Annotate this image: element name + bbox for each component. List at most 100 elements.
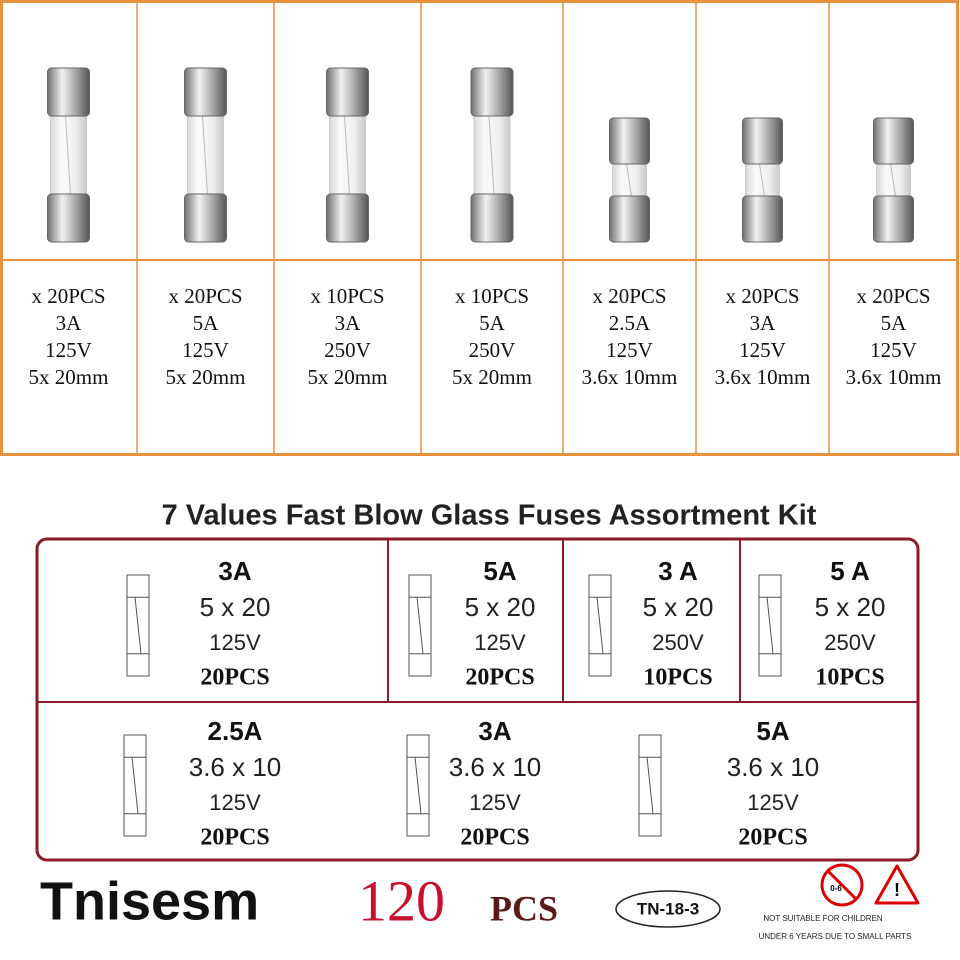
cell-size: 5 x 20 bbox=[465, 592, 536, 622]
warning-text: UNDER 6 YEARS DUE TO SMALL PARTS bbox=[759, 932, 912, 941]
item-size: 3.6x 10mm bbox=[715, 365, 811, 389]
warning-mark: ! bbox=[894, 880, 900, 900]
fuse-wire bbox=[626, 163, 632, 197]
item-voltage: 125V bbox=[606, 338, 653, 362]
age-icon-slash bbox=[826, 869, 858, 901]
warning-text: NOT SUITABLE FOR CHILDREN bbox=[763, 914, 883, 923]
fuse-wire bbox=[65, 115, 71, 195]
fuse-icon bbox=[588, 574, 612, 677]
age-label: 0-6 bbox=[830, 884, 842, 893]
cell-voltage: 125V bbox=[474, 630, 526, 655]
brand: Tnisesm bbox=[40, 871, 259, 931]
fuse-cap bbox=[873, 195, 914, 243]
fuse-icon bbox=[758, 574, 782, 677]
model: TN-18-3 bbox=[637, 899, 699, 918]
fuse-wire bbox=[488, 115, 495, 195]
cell-size: 3.6 x 10 bbox=[189, 752, 282, 782]
item-size: 3.6x 10mm bbox=[582, 365, 678, 389]
item-current: 5A bbox=[479, 311, 506, 335]
fuse-cap bbox=[470, 193, 514, 243]
item-quantity: x 20PCS bbox=[168, 284, 242, 308]
fuse-icon-wire bbox=[416, 597, 424, 654]
item-size: 3.6x 10mm bbox=[846, 365, 942, 389]
cell-voltage: 125V bbox=[747, 790, 799, 815]
fuse-wire bbox=[890, 163, 896, 197]
item-voltage: 125V bbox=[182, 338, 229, 362]
fuse-cap bbox=[609, 195, 650, 243]
fuse-cap bbox=[609, 117, 650, 165]
fuse-wire bbox=[344, 115, 350, 195]
fuse-cap bbox=[873, 117, 914, 165]
item-voltage: 125V bbox=[45, 338, 92, 362]
cell-current: 5A bbox=[756, 716, 789, 746]
cell-current: 2.5A bbox=[208, 716, 263, 746]
item-quantity: x 20PCS bbox=[725, 284, 799, 308]
item-size: 5x 20mm bbox=[308, 365, 388, 389]
cell-voltage: 125V bbox=[469, 790, 521, 815]
fuse-icon-wire bbox=[131, 757, 139, 814]
item-quantity: x 20PCS bbox=[856, 284, 930, 308]
fuse-cap bbox=[184, 193, 227, 243]
cell-current: 5A bbox=[483, 556, 516, 586]
cell-current: 5 A bbox=[830, 556, 870, 586]
item-current: 3A bbox=[56, 311, 83, 335]
item-voltage: 250V bbox=[324, 338, 371, 362]
cell-current: 3A bbox=[218, 556, 251, 586]
title: 7 Values Fast Blow Glass Fuses Assortmen… bbox=[162, 500, 817, 532]
fuse-cap bbox=[326, 67, 369, 117]
fuse-cap bbox=[184, 67, 227, 117]
item-size: 5x 20mm bbox=[452, 365, 532, 389]
cell-voltage: 125V bbox=[209, 790, 261, 815]
kit-table-border bbox=[35, 537, 920, 862]
fuse-icon bbox=[123, 734, 147, 837]
fuse-icon bbox=[126, 574, 150, 677]
warning-icon bbox=[874, 864, 920, 905]
cell-size: 3.6 x 10 bbox=[727, 752, 820, 782]
item-quantity: x 20PCS bbox=[592, 284, 666, 308]
fuse-cap bbox=[742, 117, 783, 165]
piece-count: 120 bbox=[358, 868, 445, 933]
fuse-icon bbox=[408, 574, 432, 677]
fuse-cap bbox=[742, 195, 783, 243]
cell-quantity: 10PCS bbox=[643, 665, 712, 691]
cell-quantity: 20PCS bbox=[460, 825, 529, 851]
cell-size: 5 x 20 bbox=[643, 592, 714, 622]
item-current: 5A bbox=[881, 311, 908, 335]
item-voltage: 250V bbox=[469, 338, 516, 362]
fuse-icon-wire bbox=[646, 757, 654, 814]
piece-unit: PCS bbox=[490, 888, 558, 928]
cell-quantity: 10PCS bbox=[815, 665, 884, 691]
cell-voltage: 250V bbox=[824, 630, 876, 655]
fuse-icon-wire bbox=[596, 597, 604, 654]
cell-quantity: 20PCS bbox=[200, 665, 269, 691]
fuse-icon bbox=[638, 734, 662, 837]
cell-quantity: 20PCS bbox=[465, 665, 534, 691]
item-quantity: x 10PCS bbox=[455, 284, 529, 308]
item-voltage: 125V bbox=[739, 338, 786, 362]
cell-quantity: 20PCS bbox=[200, 825, 269, 851]
fuse-icon bbox=[406, 734, 430, 837]
item-quantity: x 20PCS bbox=[31, 284, 105, 308]
fuse-icon-wire bbox=[134, 597, 142, 654]
fuse-cap bbox=[47, 67, 90, 117]
cell-current: 3 A bbox=[658, 556, 698, 586]
fuse-cap bbox=[47, 193, 90, 243]
cell-size: 5 x 20 bbox=[200, 592, 271, 622]
fuse-wire bbox=[202, 115, 208, 195]
fuse-icon-wire bbox=[766, 597, 774, 654]
item-current: 3A bbox=[335, 311, 362, 335]
fuse-wire bbox=[759, 163, 765, 197]
fuse-cap bbox=[326, 193, 369, 243]
item-current: 3A bbox=[750, 311, 777, 335]
item-current: 5A bbox=[193, 311, 220, 335]
cell-size: 3.6 x 10 bbox=[449, 752, 542, 782]
item-quantity: x 10PCS bbox=[310, 284, 384, 308]
cell-quantity: 20PCS bbox=[738, 825, 807, 851]
item-size: 5x 20mm bbox=[166, 365, 246, 389]
fuse-icon-wire bbox=[414, 757, 422, 814]
cell-voltage: 125V bbox=[209, 630, 261, 655]
cell-current: 3A bbox=[478, 716, 511, 746]
cell-voltage: 250V bbox=[652, 630, 704, 655]
